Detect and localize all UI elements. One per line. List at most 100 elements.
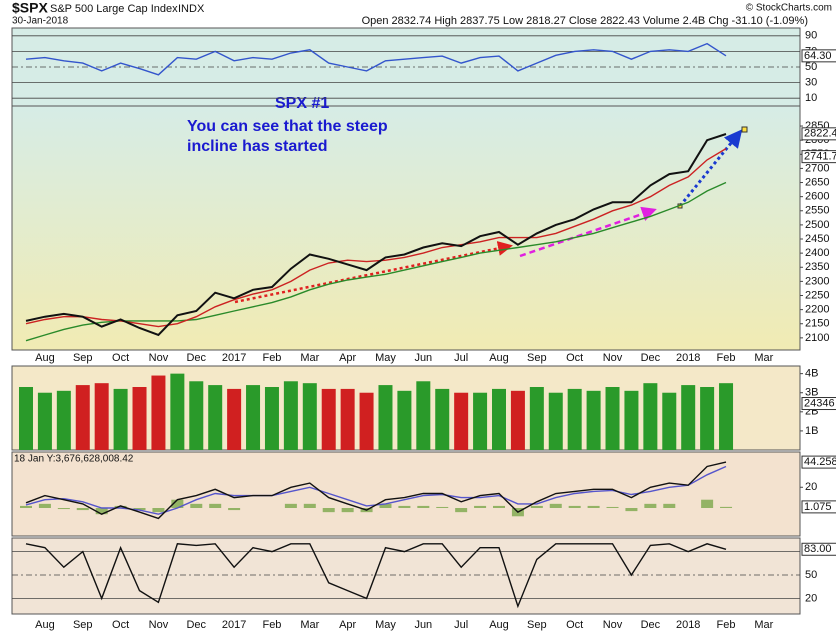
volume-bar [246,385,261,450]
value-box [801,127,836,141]
y-tick-label: 50 [805,569,817,581]
histogram-bar [417,505,430,508]
x-tick-label: 2017 [222,352,246,364]
volume-bar [643,383,658,450]
y-tick-label: 10 [805,92,817,104]
volume-bar [416,381,431,450]
histogram-bar [436,506,449,508]
arrow [234,241,513,304]
volume-bar [473,392,488,450]
histogram-bar [95,508,108,515]
volume-bar [586,390,601,450]
volume-bar [151,375,166,450]
x-tick-label: Dec [186,619,206,631]
histogram-bar [549,503,562,508]
x-tick-label: Nov [149,352,169,364]
histogram-bar [530,505,543,508]
volume-bar [264,387,279,450]
value-box-label: 2741.7 [804,151,836,163]
y-tick-label: 2300 [805,275,829,287]
x-tick-label: Sep [73,619,93,631]
value-box-label: 2822.4 [804,128,836,140]
histogram-bar [38,503,51,508]
x-tick-label: Jul [454,352,468,364]
annotation-title: SPX #1 [275,95,329,112]
x-tick-label: May [375,619,396,631]
value-box-label: 64.30 [804,50,832,62]
volume-bar [132,387,147,450]
histogram-bar [606,506,619,508]
y-tick-label: 90 [805,30,817,42]
volume-bar [719,383,734,450]
macd-label: 18 Jan Y:3,676,628,008.42 [14,454,134,465]
x-tick-label: Oct [112,352,129,364]
volume-bar [359,392,374,450]
volume-bar [529,387,544,450]
y-tick-label: 20 [805,592,817,604]
x-tick-label: Sep [527,619,547,631]
x-tick-label: Dec [186,352,206,364]
histogram-bar [133,508,146,511]
y-tick-label: 2350 [805,261,829,273]
value-box [801,542,836,556]
histogram-bar [587,505,600,508]
x-tick-label: Aug [35,352,55,364]
volume-bar [113,388,128,450]
series-line [25,42,727,76]
x-tick-label: Aug [489,352,509,364]
histogram-bar [209,503,222,508]
y-tick-label: 4B [805,368,818,380]
value-box [801,455,836,469]
credit: © StockCharts.com [746,3,832,14]
histogram-bar [114,505,127,508]
volume-bar [454,392,469,450]
volume-bar [19,387,33,450]
x-tick-label: Apr [339,352,356,364]
x-tick-label: Sep [73,352,93,364]
x-tick-label: 2018 [676,619,700,631]
histogram-bar [20,505,32,508]
histogram-bar [341,508,354,513]
histogram-bar [171,499,184,508]
y-tick-label: 30 [805,77,817,89]
histogram-bar [720,506,733,508]
volume-bar [510,390,525,450]
x-tick-label: Oct [566,352,583,364]
date: 30-Jan-2018 [12,16,69,27]
volume-bar [56,390,71,450]
series-line [25,461,727,520]
value-box [801,500,836,514]
histogram-bar [284,503,297,508]
y-tick-label: 2250 [805,289,829,301]
y-tick-label: 2450 [805,233,829,245]
arrow [519,206,657,258]
volume-bar [700,387,715,450]
macd-panel [11,451,801,537]
histogram-bar [57,508,70,510]
x-tick-label: Mar [300,352,319,364]
x-tick-label: Mar [300,619,319,631]
x-tick-label: May [375,352,396,364]
volume-bar [605,387,620,450]
x-tick-label: Feb [262,619,281,631]
value-box-label: 83.00 [804,543,832,555]
x-tick-label: Sep [527,352,547,364]
value-box [801,150,836,164]
series-line [25,147,727,328]
histogram-bar [663,503,676,508]
series-line [25,543,727,609]
histogram-bar [644,503,657,508]
histogram-bar [625,508,638,512]
volume-bar [397,390,412,450]
y-tick-label: 2100 [805,332,829,344]
value-box [801,397,836,411]
x-tick-label: 2017 [222,619,246,631]
y-tick-label: 1B [805,425,818,437]
exchange: INDX [178,3,205,15]
histogram-bar [322,508,335,513]
volume-bar [208,385,223,450]
histogram-bar [190,503,203,508]
y-tick-label: 2500 [805,219,829,231]
y-tick-label: 2700 [805,162,829,174]
